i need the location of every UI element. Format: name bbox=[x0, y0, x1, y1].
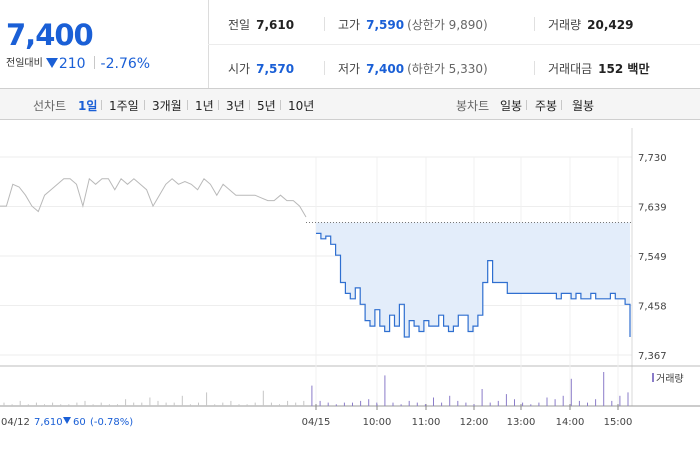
y-tick-label: 7,458 bbox=[638, 302, 667, 313]
stat-open: 시가 7,570 bbox=[228, 62, 295, 76]
y-tick-label: 7,639 bbox=[638, 203, 667, 214]
tab-weekly-candle[interactable]: 주봉 bbox=[535, 99, 558, 113]
x-tick-label: 10:00 bbox=[363, 417, 392, 428]
prev-day-close: 7,610 bbox=[34, 417, 63, 428]
volume-label: 거래량 bbox=[656, 373, 684, 385]
tab-1y[interactable]: 1년 bbox=[195, 99, 214, 113]
stat-high: 고가 7,590 (상한가 9,890) bbox=[338, 18, 488, 32]
stat-volume: 거래량 20,429 bbox=[548, 18, 634, 32]
today-price-line bbox=[316, 232, 631, 338]
x-tick-label: 15:00 bbox=[604, 417, 633, 428]
y-tick-label: 7,730 bbox=[638, 153, 667, 164]
change-percent: -2.76% bbox=[100, 56, 151, 72]
stat-low: 저가 7,400 (하한가 5,330) bbox=[338, 62, 488, 76]
tab-3y[interactable]: 3년 bbox=[226, 99, 245, 113]
price-change: 전일대비 210 -2.76% bbox=[6, 54, 150, 72]
prev-day-date: 04/12 bbox=[1, 417, 30, 428]
prev-day-line bbox=[0, 177, 307, 218]
x-tick-label: 14:00 bbox=[556, 417, 585, 428]
line-chart-title: 선차트 bbox=[33, 99, 67, 113]
stat-trade-amount: 거래대금 152 백만 bbox=[548, 62, 650, 76]
tab-1d[interactable]: 1일 bbox=[78, 99, 98, 113]
y-tick-label: 7,367 bbox=[638, 351, 667, 362]
quote-header: 7,400 전일대비 210 -2.76% 전일 7,610 고가 7,590 (상한가 … bbox=[0, 0, 700, 89]
price-summary: 7,400 전일대비 210 -2.76% bbox=[0, 0, 209, 88]
x-tick-label: 12:00 bbox=[460, 417, 489, 428]
candle-chart-title: 봉차트 bbox=[456, 99, 490, 113]
current-price: 7,400 bbox=[6, 18, 94, 52]
down-triangle-icon bbox=[45, 58, 58, 68]
x-tick-label: 04/15 bbox=[302, 417, 331, 428]
change-amount: 210 bbox=[58, 56, 86, 72]
x-tick-label: 11:00 bbox=[412, 417, 441, 428]
tab-5y[interactable]: 5년 bbox=[257, 99, 276, 113]
prev-day-change-percent: (-0.78%) bbox=[90, 417, 133, 428]
tab-monthly-candle[interactable]: 월봉 bbox=[572, 99, 595, 113]
stat-prev-close: 전일 7,610 bbox=[228, 18, 295, 32]
below-reference-area bbox=[316, 222, 630, 337]
down-triangle-icon bbox=[63, 417, 71, 424]
x-tick-label: 13:00 bbox=[507, 417, 536, 428]
tab-1w[interactable]: 1주일 bbox=[109, 99, 139, 113]
tab-10y[interactable]: 10년 bbox=[288, 99, 315, 113]
tab-daily-candle[interactable]: 일봉 bbox=[500, 99, 523, 113]
y-tick-label: 7,549 bbox=[638, 252, 667, 263]
tab-3m[interactable]: 3개월 bbox=[152, 99, 182, 113]
prev-day-change: 60 bbox=[73, 417, 86, 428]
change-label: 전일대비 bbox=[6, 58, 43, 69]
chart-tabs: 선차트 1일 1주일 3개월 1년 3년 5년 10년 봉차트 일봉 주봉 월봉 bbox=[0, 89, 700, 120]
